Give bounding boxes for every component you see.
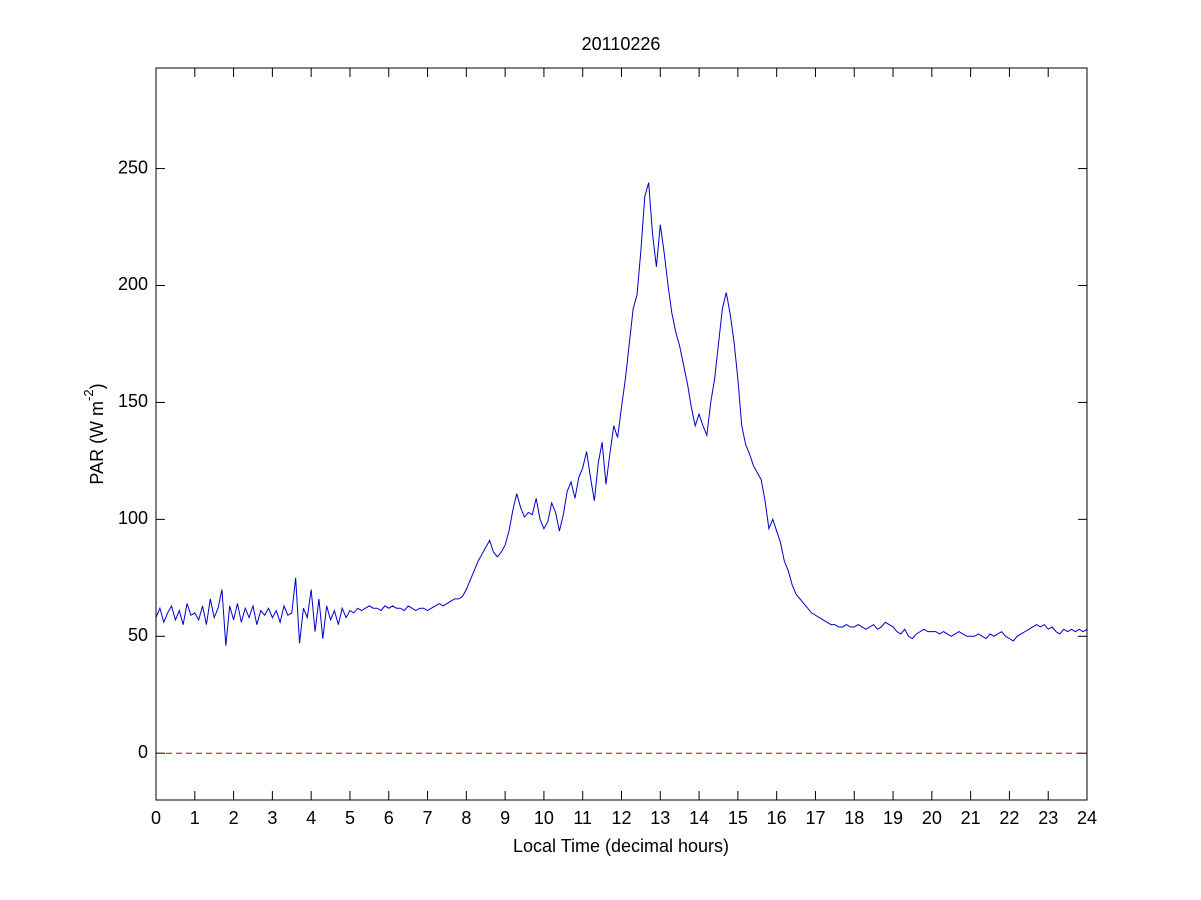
x-tick-label: 7 <box>423 808 433 828</box>
chart-title: 20110226 <box>582 34 661 54</box>
x-tick-label: 17 <box>805 808 825 828</box>
x-tick-label: 4 <box>306 808 316 828</box>
y-tick-label: 50 <box>128 625 148 645</box>
x-axis-label: Local Time (decimal hours) <box>513 836 729 856</box>
x-tick-label: 15 <box>728 808 748 828</box>
x-tick-label: 8 <box>461 808 471 828</box>
x-tick-label: 23 <box>1038 808 1058 828</box>
x-tick-label: 12 <box>611 808 631 828</box>
y-label-sup: -2 <box>81 389 96 401</box>
y-tick-label: 150 <box>118 391 148 411</box>
x-tick-label: 1 <box>190 808 200 828</box>
x-tick-label: 11 <box>573 808 592 828</box>
data-line <box>155 182 1088 646</box>
x-tick-label: 16 <box>767 808 787 828</box>
plot-frame <box>155 67 1088 801</box>
x-tick-label: 24 <box>1077 808 1097 828</box>
x-tick-label: 22 <box>999 808 1019 828</box>
x-tick-label: 20 <box>922 808 942 828</box>
x-tick-label: 18 <box>844 808 864 828</box>
x-tick-label: 5 <box>345 808 355 828</box>
x-tick-label: 6 <box>384 808 394 828</box>
x-tick-label: 2 <box>229 808 239 828</box>
y-axis-label: PAR (W m-2) <box>81 383 106 484</box>
x-tick-label: 10 <box>534 808 554 828</box>
y-tick-label: 0 <box>138 742 148 762</box>
y-label-text: PAR (W m <box>87 401 107 485</box>
y-tick-label: 100 <box>118 508 148 528</box>
x-tick-label: 9 <box>500 808 510 828</box>
x-tick-label: 0 <box>151 808 161 828</box>
y-tick-label: 250 <box>118 157 148 177</box>
x-tick-label: 13 <box>650 808 670 828</box>
x-tick-label: 21 <box>961 808 981 828</box>
x-tick-label: 14 <box>689 808 709 828</box>
x-tick-label: 3 <box>267 808 277 828</box>
y-label-tail: ) <box>87 383 107 389</box>
y-tick-label: 200 <box>118 274 148 294</box>
x-tick-label: 19 <box>883 808 903 828</box>
